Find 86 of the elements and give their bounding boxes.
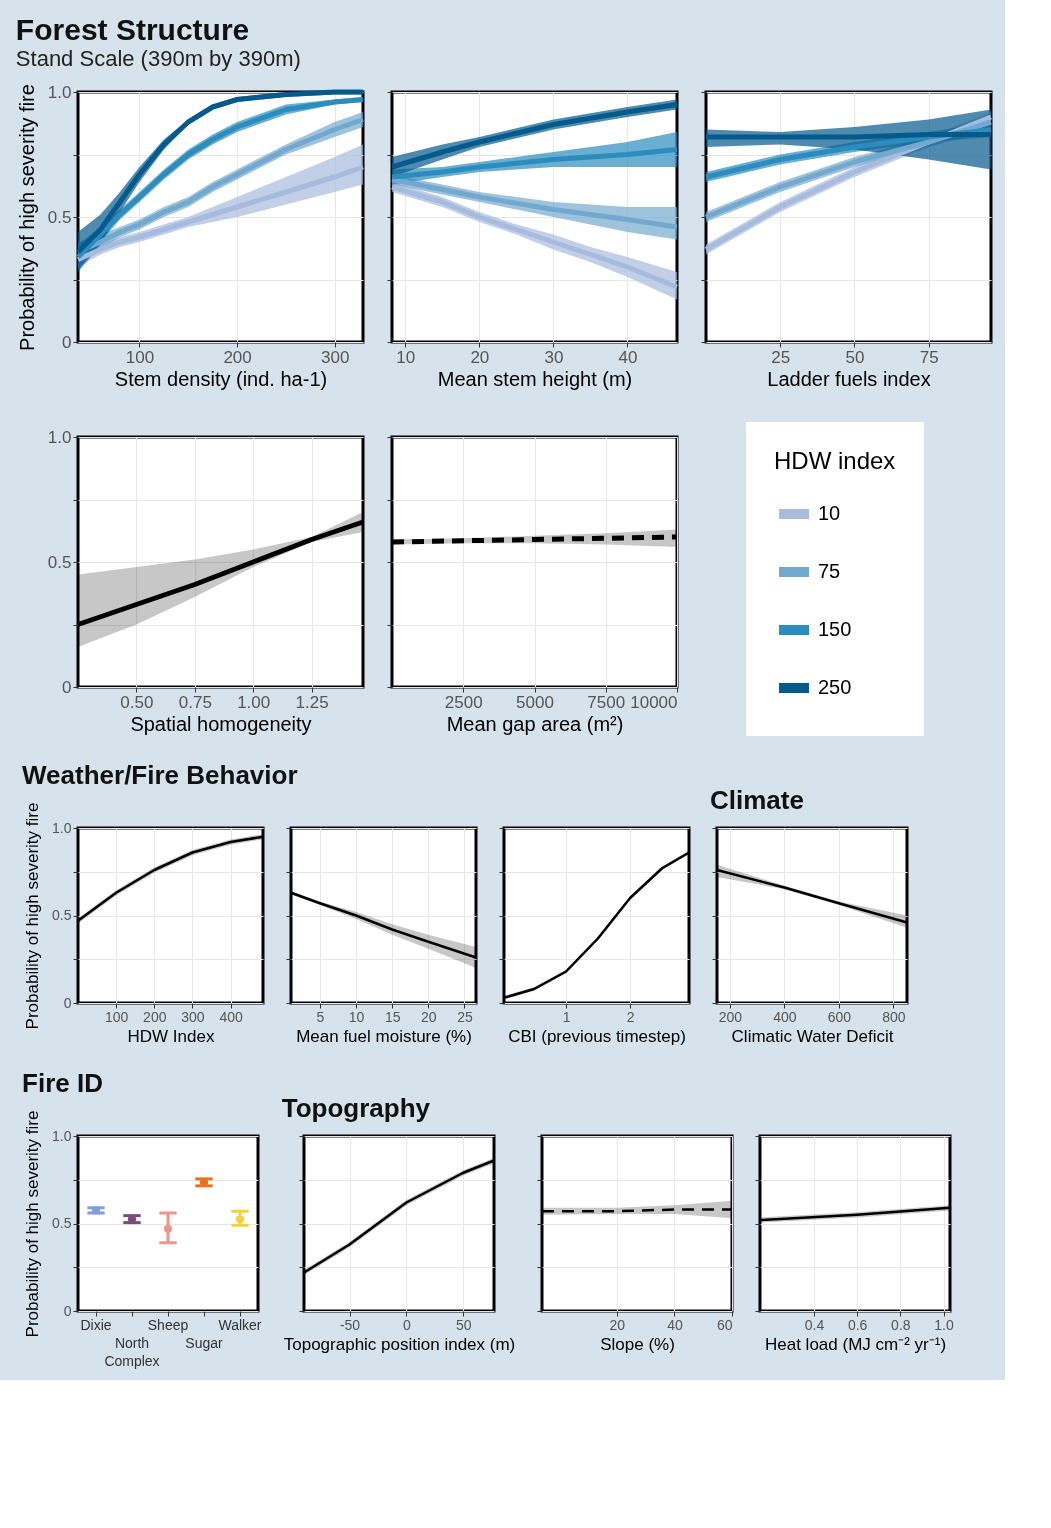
x-tick-label: 0.6 <box>847 1316 868 1333</box>
chart-title: Topography <box>281 1093 431 1123</box>
x-tick-label: 1 <box>562 1008 571 1025</box>
x-axis-title: Mean stem height (m) <box>437 367 633 390</box>
x-tick-label: 200 <box>718 1008 743 1025</box>
x-axis-title: Ladder fuels index <box>767 367 931 390</box>
x-tick-label: 5 <box>316 1008 325 1025</box>
y-tick-label: 1.0 <box>47 427 72 447</box>
y-axis-title: Probability of high severity fire <box>23 802 43 1030</box>
x-tick-label: Sheep <box>147 1316 189 1333</box>
x-axis-title: Mean fuel moisture (%) <box>296 1026 472 1046</box>
x-axis-title: Slope (%) <box>600 1334 675 1354</box>
x-tick-label: 30 <box>544 347 564 367</box>
x-tick-label: 2 <box>626 1008 635 1025</box>
chart-title: Weather/Fire Behavior <box>22 759 298 790</box>
x-tick-label: 40 <box>667 1316 683 1333</box>
x-tick-label: 50 <box>845 347 865 367</box>
x-tick-label: 400 <box>773 1008 797 1025</box>
x-axis-title: Stem density (ind. ha-1) <box>114 367 328 390</box>
y-tick-label: 1.0 <box>52 1127 72 1144</box>
x-tick-label: 600 <box>827 1008 852 1025</box>
x-tick-label: 10 <box>348 1008 365 1025</box>
legend-label: 250 <box>818 676 852 698</box>
x-tick-label: 100 <box>125 347 155 367</box>
x-tick-label: 60 <box>716 1316 733 1333</box>
x-axis-title: Climatic Water Deficit <box>731 1026 894 1046</box>
x-tick-label: Walker <box>218 1316 262 1333</box>
x-tick-label: 10 <box>396 347 416 367</box>
x-tick-label: 0.8 <box>891 1316 911 1333</box>
x-axis-title: Spatial homogeneity <box>130 712 312 735</box>
chart-title: Forest Structure <box>15 12 250 46</box>
x-tick-label: 0.4 <box>804 1316 825 1333</box>
x-tick-label: 25 <box>771 347 791 367</box>
x-tick-label: Dixie <box>80 1316 112 1333</box>
x-tick-label: Sugar <box>185 1334 224 1351</box>
x-axis-title: HDW Index <box>127 1026 215 1046</box>
y-tick-label: 0 <box>62 677 72 697</box>
y-tick-label: 0.5 <box>47 207 72 227</box>
x-tick-label: 5000 <box>516 692 554 712</box>
x-axis-title: Heat load (MJ cm⁻² yr⁻¹) <box>764 1334 947 1354</box>
y-tick-label: 0 <box>63 1302 72 1319</box>
legend-label: 75 <box>818 560 841 582</box>
chart-title: Fire ID <box>22 1067 103 1098</box>
x-axis-title: CBI (previous timestep) <box>508 1026 686 1046</box>
x-tick-label: -50 <box>339 1316 361 1333</box>
x-tick-label: 800 <box>882 1008 906 1025</box>
y-axis-title: Probability of high severity fire <box>23 1110 43 1338</box>
x-tick-label: 1.25 <box>295 692 329 712</box>
y-tick-label: 0.5 <box>52 1215 72 1231</box>
chart-subtitle: Stand Scale (390m by 390m) <box>15 45 301 71</box>
x-tick-label: 7500 <box>587 692 626 712</box>
x-tick-label: 75 <box>919 347 939 367</box>
legend-title: HDW index <box>774 447 896 474</box>
x-tick-label: 100 <box>104 1008 129 1025</box>
y-tick-label: 0 <box>62 332 72 352</box>
x-tick-label: 300 <box>321 347 350 367</box>
x-tick-label: 20 <box>421 1008 437 1025</box>
y-axis-title: Probability of high severity fire <box>15 84 38 351</box>
x-tick-label: 20 <box>609 1316 626 1333</box>
x-axis-title: Topographic position index (m) <box>283 1334 516 1354</box>
x-tick-label: 2500 <box>444 692 483 712</box>
x-tick-label: 1.0 <box>934 1316 954 1333</box>
x-tick-label: 15 <box>384 1008 401 1025</box>
x-axis-title: Mean gap area (m²) <box>446 712 624 735</box>
x-tick-label: 200 <box>143 1008 167 1025</box>
x-tick-label: 20 <box>470 347 490 367</box>
y-tick-label: 1.0 <box>52 819 72 836</box>
x-tick-label: 0.75 <box>178 692 212 712</box>
x-tick-label: 300 <box>181 1008 205 1025</box>
x-tick-label: 50 <box>455 1316 472 1333</box>
y-tick-label: 0 <box>63 994 72 1011</box>
x-tick-label: North Complex <box>104 1334 160 1369</box>
legend-label: 10 <box>818 502 841 524</box>
x-tick-label: 25 <box>457 1008 473 1025</box>
x-tick-label: 400 <box>219 1008 243 1025</box>
x-tick-label: 200 <box>223 347 252 367</box>
y-tick-label: 0.5 <box>52 907 72 923</box>
x-tick-label: 1.00 <box>237 692 271 712</box>
x-tick-label: 0.50 <box>120 692 154 712</box>
y-tick-label: 0.5 <box>47 552 72 572</box>
legend-label: 150 <box>818 618 852 640</box>
y-tick-label: 1.0 <box>47 82 72 102</box>
x-tick-label: 40 <box>618 347 638 367</box>
chart-title: Climate <box>710 785 804 815</box>
x-tick-label: 0 <box>403 1316 411 1333</box>
x-tick-label: 10000 <box>630 692 678 712</box>
